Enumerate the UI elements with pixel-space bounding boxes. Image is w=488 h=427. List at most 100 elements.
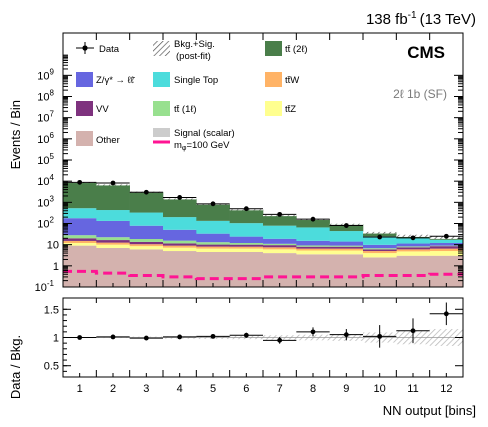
stack-bar-other-bin-7	[263, 253, 297, 287]
stack-bar-tt-w-bin-6	[229, 246, 264, 249]
category-label: 2ℓ 1b (SF)	[393, 87, 447, 101]
x-tick-label-bin-7: 7	[277, 383, 283, 395]
stack-bar-other-bin-10	[363, 257, 397, 287]
stack-bar-vv-bin-4	[163, 243, 197, 246]
ratio-y-axis-title: Data / Bkg.	[8, 335, 23, 399]
stack-bar-other-bin-4	[163, 251, 197, 287]
x-tick-label-bin-3: 3	[143, 383, 149, 395]
stack-bar-single-top-bin-9	[329, 231, 364, 242]
ratio-point-bin-2	[110, 334, 116, 340]
stack-bar-tt-1--bin-1	[63, 235, 97, 239]
stack-bar-vv-bin-1	[63, 238, 97, 241]
stack-bar-tt-2--bin-2	[96, 184, 130, 211]
ratio-point-bin-4	[177, 334, 183, 340]
stack-bar-tt-z-bin-11	[396, 251, 430, 256]
stack-bar-tt-1--bin-10	[363, 248, 397, 250]
stack-bar-vv-bin-10	[363, 249, 397, 252]
stack-bar-tt-1--bin-5	[196, 242, 230, 245]
stack-bar-tt-1--bin-7	[263, 243, 297, 246]
stack-bar-single-top-bin-8	[296, 227, 330, 241]
ratio-point-bin-10	[377, 333, 383, 339]
stack-bar-tt-2--bin-10	[363, 232, 397, 237]
x-tick-label-bin-2: 2	[110, 383, 116, 395]
stack-bar-single-top-bin-3	[129, 212, 164, 226]
legend-data-entry: Data	[76, 42, 120, 55]
legend-other-label: Other	[96, 135, 120, 146]
stack-bar-z--bin-6	[229, 236, 264, 243]
stack-bar-z--bin-1	[63, 218, 97, 236]
stack-bar-vv-bin-7	[263, 245, 297, 248]
x-axis-title: NN output [bins]	[383, 403, 476, 418]
luminosity-label: 138 fb-1 (13 TeV)	[366, 10, 476, 28]
legend: Data Bkg.+Sig. (post-fit) tt̄ (2ℓ) Z/γ* …	[76, 39, 308, 152]
stack-bar-tt-1--bin-6	[229, 242, 264, 245]
stack-bar-z--bin-2	[96, 220, 130, 238]
legend-ttbar2l-entry: tt̄ (2ℓ)	[265, 41, 308, 56]
stack-bar-z--bin-7	[263, 238, 297, 244]
stack-bar-tt-w-bin-10	[363, 251, 397, 254]
data-point-bin-6	[243, 206, 249, 212]
experiment-label: CMS	[407, 43, 445, 62]
data-point-bin-5	[210, 201, 216, 207]
stack-bar-tt-z-bin-3	[129, 246, 164, 250]
ratio-y-tick-label: 0.5	[44, 361, 59, 373]
ratio-point-bin-9	[343, 332, 349, 338]
stack-bar-other-bin-12	[429, 255, 464, 287]
ratio-point-bin-5	[210, 333, 216, 339]
legend-singletop-label: Single Top	[174, 75, 218, 86]
stack-bar-tt-z-bin-10	[363, 253, 397, 258]
stack-bar-other-bin-6	[229, 252, 264, 287]
stack-bar-tt-2--bin-6	[229, 209, 264, 224]
y-tick-label: 10	[47, 240, 59, 252]
stack-bar-single-top-bin-1	[63, 208, 97, 219]
legend-data-label: Data	[99, 44, 120, 55]
ratio-point-bin-3	[143, 335, 149, 341]
y-tick-label: 104	[37, 173, 54, 188]
stack-bar-z--bin-4	[163, 229, 197, 241]
stack-bar-vv-bin-5	[196, 244, 230, 247]
stack-bar-single-top-bin-7	[263, 225, 297, 239]
legend-vv-label: VV	[96, 104, 109, 115]
stack-bar-tt-z-bin-5	[196, 248, 230, 253]
x-tick-label-bin-11: 11	[407, 383, 418, 395]
stack-bar-tt-1--bin-3	[129, 239, 164, 242]
stack-bar-tt-w-bin-4	[163, 245, 197, 248]
stack-bar-tt-1--bin-9	[329, 245, 364, 247]
y-tick-label: 109	[37, 67, 54, 82]
stack-bar-single-top-bin-5	[196, 220, 230, 234]
data-point-bin-8	[310, 216, 316, 222]
legend-ttz-entry: tt̄Z	[265, 101, 296, 116]
y-axis-title: Events / Bin	[8, 100, 23, 169]
stack-bar-tt-1--bin-8	[296, 245, 330, 247]
stack-bar-tt-z-bin-8	[296, 250, 330, 255]
stack-bar-single-top-bin-2	[96, 210, 130, 221]
stack-bar-tt-z-bin-9	[329, 250, 364, 255]
uncertainty-band-bin-10	[363, 231, 397, 234]
legend-signal-entry: Signal (scalar) mφ=100 GeV	[153, 128, 235, 152]
data-point-bin-12	[443, 233, 449, 239]
stack-bar-tt-z-bin-12	[429, 251, 464, 256]
ratio-point-bin-1	[77, 335, 83, 340]
stack-bar-tt-z-bin-2	[96, 244, 130, 248]
stack-bar-z--bin-12	[429, 242, 464, 246]
stack-bar-vv-bin-6	[229, 244, 264, 247]
stack-bar-tt-1--bin-11	[396, 246, 430, 248]
stack-bar-tt-w-bin-8	[296, 248, 330, 251]
stack-bar-tt-w-bin-7	[263, 247, 297, 250]
stack-bar-vv-bin-11	[396, 247, 430, 250]
data-point-bin-7	[277, 211, 283, 217]
y-tick-label: 102	[37, 216, 54, 231]
legend-ttbar1l-label: tt̄ (1ℓ)	[174, 104, 197, 115]
y-tick-label: 10-1	[35, 279, 55, 294]
stack-bar-other-bin-11	[396, 255, 430, 287]
signal-line	[63, 269, 463, 281]
stack-bar-tt-2--bin-5	[196, 204, 230, 221]
stack-bar-tt-w-bin-1	[63, 240, 97, 243]
stack-bar-tt-z-bin-7	[263, 249, 297, 254]
data-point-bin-4	[177, 195, 183, 200]
stack-bar-single-top-bin-11	[396, 237, 430, 244]
stack-bar-other-bin-8	[296, 254, 330, 287]
stack-bar-vv-bin-9	[329, 246, 364, 249]
stack-bar-tt-w-bin-5	[196, 246, 230, 249]
stack-bar-tt-z-bin-1	[63, 242, 97, 246]
